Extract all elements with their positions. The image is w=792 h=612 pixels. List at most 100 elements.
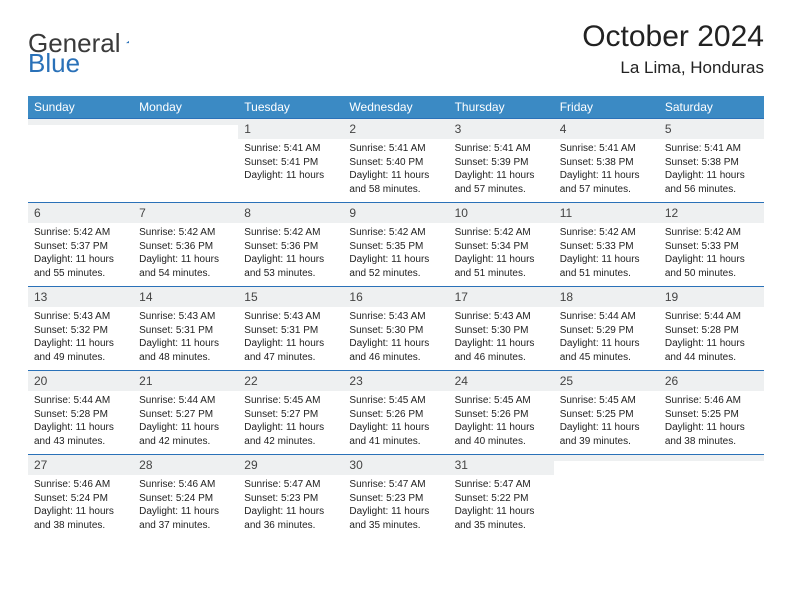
day-details: Sunrise: 5:44 AMSunset: 5:29 PMDaylight:…: [554, 307, 659, 370]
day-details: Sunrise: 5:43 AMSunset: 5:32 PMDaylight:…: [28, 307, 133, 370]
brand-part2: Blue: [28, 48, 80, 79]
day-number: 24: [449, 370, 554, 391]
weekday-header: Sunday: [28, 96, 133, 118]
day-number: 16: [343, 286, 448, 307]
calendar-day-cell: 3Sunrise: 5:41 AMSunset: 5:39 PMDaylight…: [449, 118, 554, 202]
day-details: Sunrise: 5:46 AMSunset: 5:24 PMDaylight:…: [28, 475, 133, 538]
day-number: 29: [238, 454, 343, 475]
calendar-day-cell: 10Sunrise: 5:42 AMSunset: 5:34 PMDayligh…: [449, 202, 554, 286]
calendar-day-cell: 22Sunrise: 5:45 AMSunset: 5:27 PMDayligh…: [238, 370, 343, 454]
calendar-day-cell: 21Sunrise: 5:44 AMSunset: 5:27 PMDayligh…: [133, 370, 238, 454]
month-title: October 2024: [582, 20, 764, 54]
day-details: Sunrise: 5:45 AMSunset: 5:27 PMDaylight:…: [238, 391, 343, 454]
calendar-day-cell: 26Sunrise: 5:46 AMSunset: 5:25 PMDayligh…: [659, 370, 764, 454]
calendar-day-cell: 27Sunrise: 5:46 AMSunset: 5:24 PMDayligh…: [28, 454, 133, 538]
calendar-day-cell: 20Sunrise: 5:44 AMSunset: 5:28 PMDayligh…: [28, 370, 133, 454]
calendar-body: 1Sunrise: 5:41 AMSunset: 5:41 PMDaylight…: [28, 118, 764, 538]
day-number: [659, 454, 764, 461]
day-details: Sunrise: 5:44 AMSunset: 5:28 PMDaylight:…: [659, 307, 764, 370]
calendar-day-cell: 13Sunrise: 5:43 AMSunset: 5:32 PMDayligh…: [28, 286, 133, 370]
calendar-day-cell: 9Sunrise: 5:42 AMSunset: 5:35 PMDaylight…: [343, 202, 448, 286]
day-number: 6: [28, 202, 133, 223]
day-details: Sunrise: 5:41 AMSunset: 5:40 PMDaylight:…: [343, 139, 448, 202]
calendar-week-row: 6Sunrise: 5:42 AMSunset: 5:37 PMDaylight…: [28, 202, 764, 286]
day-details: Sunrise: 5:47 AMSunset: 5:23 PMDaylight:…: [343, 475, 448, 538]
day-number: 4: [554, 118, 659, 139]
day-details: Sunrise: 5:45 AMSunset: 5:26 PMDaylight:…: [343, 391, 448, 454]
day-number: 7: [133, 202, 238, 223]
day-details: Sunrise: 5:44 AMSunset: 5:28 PMDaylight:…: [28, 391, 133, 454]
day-details: Sunrise: 5:45 AMSunset: 5:26 PMDaylight:…: [449, 391, 554, 454]
calendar-day-cell: 8Sunrise: 5:42 AMSunset: 5:36 PMDaylight…: [238, 202, 343, 286]
day-number: 28: [133, 454, 238, 475]
day-number: 2: [343, 118, 448, 139]
weekday-header-row: SundayMondayTuesdayWednesdayThursdayFrid…: [28, 96, 764, 118]
calendar-day-cell: 11Sunrise: 5:42 AMSunset: 5:33 PMDayligh…: [554, 202, 659, 286]
calendar-day-cell: 14Sunrise: 5:43 AMSunset: 5:31 PMDayligh…: [133, 286, 238, 370]
title-block: October 2024 La Lima, Honduras: [582, 20, 764, 78]
day-number: 14: [133, 286, 238, 307]
calendar-day-cell: 16Sunrise: 5:43 AMSunset: 5:30 PMDayligh…: [343, 286, 448, 370]
calendar-day-cell: 7Sunrise: 5:42 AMSunset: 5:36 PMDaylight…: [133, 202, 238, 286]
calendar-day-cell: 31Sunrise: 5:47 AMSunset: 5:22 PMDayligh…: [449, 454, 554, 538]
weekday-header: Saturday: [659, 96, 764, 118]
day-details: Sunrise: 5:44 AMSunset: 5:27 PMDaylight:…: [133, 391, 238, 454]
day-number: 26: [659, 370, 764, 391]
day-details: Sunrise: 5:41 AMSunset: 5:41 PMDaylight:…: [238, 139, 343, 189]
day-number: 27: [28, 454, 133, 475]
calendar-day-cell: 17Sunrise: 5:43 AMSunset: 5:30 PMDayligh…: [449, 286, 554, 370]
day-number: 30: [343, 454, 448, 475]
day-number: 22: [238, 370, 343, 391]
day-details: Sunrise: 5:43 AMSunset: 5:31 PMDaylight:…: [238, 307, 343, 370]
calendar-day-cell: 25Sunrise: 5:45 AMSunset: 5:25 PMDayligh…: [554, 370, 659, 454]
day-details: Sunrise: 5:42 AMSunset: 5:33 PMDaylight:…: [554, 223, 659, 286]
day-details: Sunrise: 5:43 AMSunset: 5:30 PMDaylight:…: [343, 307, 448, 370]
day-details: Sunrise: 5:42 AMSunset: 5:37 PMDaylight:…: [28, 223, 133, 286]
day-number: 21: [133, 370, 238, 391]
weekday-header: Monday: [133, 96, 238, 118]
calendar-day-cell: 15Sunrise: 5:43 AMSunset: 5:31 PMDayligh…: [238, 286, 343, 370]
day-number: [133, 118, 238, 125]
day-details: Sunrise: 5:43 AMSunset: 5:31 PMDaylight:…: [133, 307, 238, 370]
day-details: Sunrise: 5:42 AMSunset: 5:33 PMDaylight:…: [659, 223, 764, 286]
weekday-header: Wednesday: [343, 96, 448, 118]
day-number: 9: [343, 202, 448, 223]
day-number: 12: [659, 202, 764, 223]
day-details: Sunrise: 5:47 AMSunset: 5:23 PMDaylight:…: [238, 475, 343, 538]
day-details: Sunrise: 5:45 AMSunset: 5:25 PMDaylight:…: [554, 391, 659, 454]
day-number: 5: [659, 118, 764, 139]
weekday-header: Friday: [554, 96, 659, 118]
day-number: 18: [554, 286, 659, 307]
day-number: 23: [343, 370, 448, 391]
day-details: Sunrise: 5:42 AMSunset: 5:35 PMDaylight:…: [343, 223, 448, 286]
day-details: Sunrise: 5:47 AMSunset: 5:22 PMDaylight:…: [449, 475, 554, 538]
calendar-day-cell: 2Sunrise: 5:41 AMSunset: 5:40 PMDaylight…: [343, 118, 448, 202]
location: La Lima, Honduras: [582, 58, 764, 78]
day-number: 10: [449, 202, 554, 223]
calendar-day-cell: 28Sunrise: 5:46 AMSunset: 5:24 PMDayligh…: [133, 454, 238, 538]
calendar-day-cell: 19Sunrise: 5:44 AMSunset: 5:28 PMDayligh…: [659, 286, 764, 370]
calendar-week-row: 27Sunrise: 5:46 AMSunset: 5:24 PMDayligh…: [28, 454, 764, 538]
calendar-day-cell: 12Sunrise: 5:42 AMSunset: 5:33 PMDayligh…: [659, 202, 764, 286]
calendar-day-cell: [659, 454, 764, 538]
calendar-day-cell: [28, 118, 133, 202]
day-number: 15: [238, 286, 343, 307]
day-details: Sunrise: 5:42 AMSunset: 5:36 PMDaylight:…: [238, 223, 343, 286]
calendar-day-cell: 1Sunrise: 5:41 AMSunset: 5:41 PMDaylight…: [238, 118, 343, 202]
calendar-day-cell: 29Sunrise: 5:47 AMSunset: 5:23 PMDayligh…: [238, 454, 343, 538]
day-number: 17: [449, 286, 554, 307]
calendar-week-row: 13Sunrise: 5:43 AMSunset: 5:32 PMDayligh…: [28, 286, 764, 370]
day-details: Sunrise: 5:41 AMSunset: 5:38 PMDaylight:…: [554, 139, 659, 202]
day-details: Sunrise: 5:41 AMSunset: 5:38 PMDaylight:…: [659, 139, 764, 202]
day-details: Sunrise: 5:46 AMSunset: 5:25 PMDaylight:…: [659, 391, 764, 454]
weekday-header: Tuesday: [238, 96, 343, 118]
calendar-day-cell: 18Sunrise: 5:44 AMSunset: 5:29 PMDayligh…: [554, 286, 659, 370]
day-number: 20: [28, 370, 133, 391]
day-number: 13: [28, 286, 133, 307]
day-number: 8: [238, 202, 343, 223]
day-number: 25: [554, 370, 659, 391]
brand-triangle-icon: [126, 33, 129, 51]
calendar-week-row: 1Sunrise: 5:41 AMSunset: 5:41 PMDaylight…: [28, 118, 764, 202]
day-number: [28, 118, 133, 125]
calendar-day-cell: 5Sunrise: 5:41 AMSunset: 5:38 PMDaylight…: [659, 118, 764, 202]
